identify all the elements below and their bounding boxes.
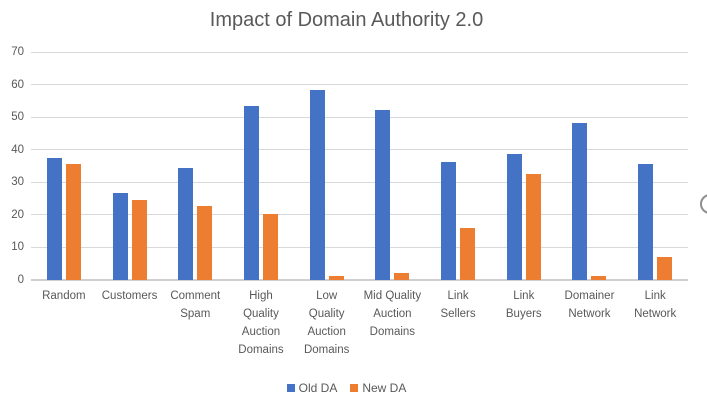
bar-group: [557, 52, 623, 280]
x-axis-label: Customers: [101, 290, 158, 302]
bar-old-da: [572, 123, 588, 280]
y-axis-tick-label: 0: [17, 274, 24, 286]
bar-group: [31, 52, 97, 280]
y-axis-tick-label: 20: [11, 208, 24, 221]
legend-item-new-da: New DA: [350, 381, 406, 395]
clipped-circle-decoration: [700, 194, 707, 214]
y-axis-tick-label: 10: [11, 241, 24, 254]
bar-old-da: [46, 157, 62, 280]
x-axis-label: Link Network: [634, 290, 677, 320]
bar-old-da: [375, 110, 391, 280]
legend-swatch-new-da: [350, 384, 359, 392]
gridline: [31, 51, 688, 53]
legend-label-old-da: Old DA: [298, 381, 338, 395]
chart-title: Impact of Domain Authority 2.0: [209, 9, 484, 31]
bar-new-da: [131, 200, 147, 280]
bar-group: [425, 52, 491, 280]
y-axis-tick-label: 40: [11, 143, 24, 156]
x-axis-label: Comment Spam: [170, 290, 221, 320]
bar-new-da: [525, 174, 541, 280]
bar-group: [294, 52, 360, 280]
bar-old-da: [441, 162, 457, 280]
bar-group: [228, 52, 294, 280]
gridline: [31, 214, 688, 216]
y-axis-tick-label: 70: [11, 46, 24, 58]
x-axis-label: Link Buyers: [505, 290, 542, 320]
y-axis-tick-label: 60: [11, 78, 24, 91]
bar-new-da: [591, 276, 607, 280]
x-axis-label: Random: [42, 290, 86, 302]
gridline: [31, 181, 688, 183]
x-axis-label: Mid Quality Auction Domains: [363, 290, 422, 338]
gridline: [31, 149, 688, 151]
gridline: [31, 116, 688, 118]
bar-new-da: [657, 256, 673, 280]
x-axis-line: [31, 279, 688, 281]
legend-label-new-da: New DA: [362, 381, 407, 395]
x-axis-label: Low Quality Auction Domains: [303, 290, 350, 356]
bar-old-da: [178, 167, 194, 280]
x-axis-label: Link Sellers: [440, 290, 476, 320]
bar-new-da: [65, 164, 81, 280]
plot-area: [31, 51, 688, 281]
bar-group: [622, 52, 688, 280]
x-axis-labels: Random Customers Comment Spam High Quality …: [31, 287, 688, 359]
bar-old-da: [243, 105, 259, 280]
bar-new-da: [262, 213, 278, 280]
bar-old-da: [638, 164, 654, 280]
bar-new-da: [197, 206, 213, 280]
x-axis-label: High Quality Auction Domains: [238, 290, 284, 356]
legend-swatch-old-da: [286, 384, 295, 392]
bar-new-da: [394, 272, 410, 280]
y-axis-labels: 0 10 20 30 40 50 60 70: [0, 46, 24, 286]
legend: Old DA New DA: [0, 381, 693, 395]
y-axis-tick-label: 50: [11, 111, 24, 124]
bar-group: [491, 52, 557, 280]
bar-old-da: [112, 193, 128, 280]
bar-group: [162, 52, 228, 280]
bar-old-da: [309, 90, 325, 280]
bar-new-da: [328, 276, 344, 280]
x-axis-label: Domainer Network: [564, 290, 615, 320]
gridline: [31, 246, 688, 248]
legend-item-old-da: Old DA: [286, 381, 338, 395]
bar-groups: [31, 52, 688, 280]
bar-old-da: [506, 153, 522, 280]
bar-group: [97, 52, 163, 280]
y-axis-tick-label: 30: [11, 176, 24, 189]
gridline: [31, 84, 688, 86]
bar-new-da: [460, 227, 476, 280]
bar-group: [360, 52, 426, 280]
